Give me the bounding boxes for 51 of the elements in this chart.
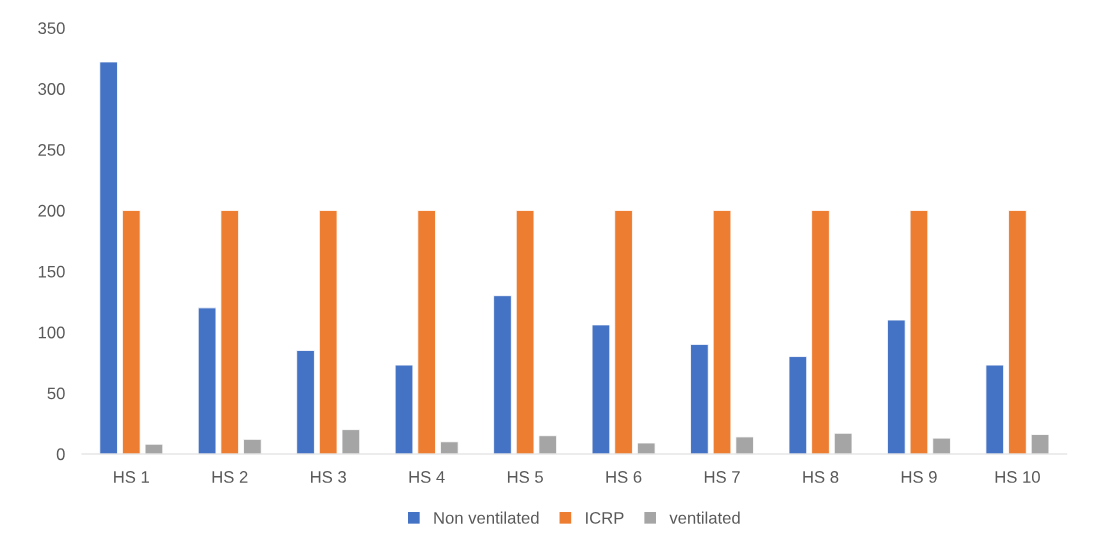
- y-tick-label: 50: [47, 387, 65, 400]
- bar: [985, 364, 1005, 454]
- bar: [811, 210, 830, 454]
- bar: [614, 210, 633, 454]
- y-tick-label: 300: [38, 83, 65, 95]
- bar: [909, 210, 929, 454]
- y-tick-label: 100: [38, 326, 65, 339]
- bar: [591, 324, 611, 454]
- y-tick-label: 150: [38, 265, 65, 278]
- bar: [887, 319, 906, 454]
- x-tick-label: HS 7: [704, 471, 740, 483]
- bar: [318, 210, 338, 454]
- bar: [735, 436, 754, 454]
- x-tick-label: HS 5: [507, 471, 543, 483]
- bar: [932, 437, 951, 454]
- legend-label: Non ventilated: [434, 511, 539, 524]
- x-tick-label: HS 2: [212, 471, 248, 483]
- bar: [833, 432, 853, 454]
- bar: [197, 307, 217, 454]
- bar: [493, 295, 512, 454]
- x-tick-label: HS 4: [409, 471, 445, 483]
- bar: [417, 210, 436, 454]
- bar: [243, 438, 262, 454]
- bar: [1008, 210, 1027, 454]
- y-tick-label: 200: [38, 204, 65, 217]
- x-tick-label: HS 8: [803, 471, 839, 483]
- x-tick-label: HS 10: [995, 471, 1040, 483]
- x-tick-label: HS 6: [606, 471, 642, 483]
- bar: [788, 356, 808, 454]
- x-tick-label: HS 9: [901, 471, 937, 483]
- bar: [144, 443, 164, 454]
- bar: [341, 429, 361, 454]
- bar: [394, 364, 414, 454]
- legend-label: ICRP: [586, 512, 624, 524]
- y-tick-label: 0: [56, 448, 65, 461]
- legend-label: ventilated: [669, 511, 740, 524]
- bar: [99, 61, 118, 454]
- x-tick-label: HS 3: [311, 471, 346, 483]
- bar: [690, 343, 709, 454]
- bar: [515, 210, 535, 454]
- bar: [1030, 434, 1050, 454]
- y-tick-label: 350: [38, 22, 65, 35]
- bar: [220, 210, 240, 454]
- bar: [538, 435, 558, 454]
- bar: [296, 350, 315, 454]
- bar: [122, 210, 141, 454]
- x-tick-label: HS 1: [114, 471, 149, 483]
- bar: [636, 442, 656, 454]
- bar: [440, 441, 459, 454]
- bar: [712, 210, 732, 454]
- y-tick-label: 250: [38, 144, 65, 156]
